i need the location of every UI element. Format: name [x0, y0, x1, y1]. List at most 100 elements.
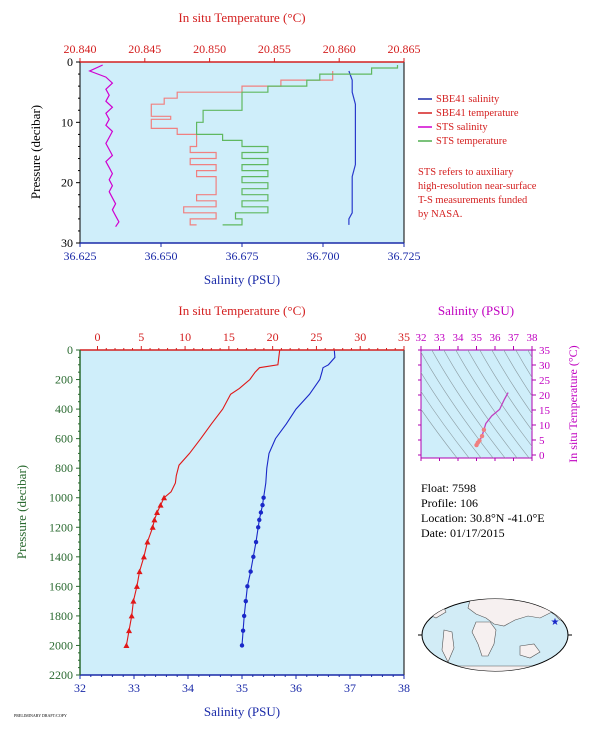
bottom-pressure-tick-label: 1400	[49, 550, 73, 564]
top-salinity-tick-label: 36.725	[388, 249, 421, 263]
ts-profile-point	[481, 427, 487, 432]
bottom-salinity-marker	[240, 628, 246, 633]
bottom-temperature-marker	[154, 509, 161, 515]
bottom-salinity-tick-label: 36	[290, 681, 302, 695]
top-series-line-sbe41-temperature	[150, 71, 334, 226]
top-temperature-tick-label: 20.855	[258, 42, 291, 56]
top-series-line-sts-salinity	[88, 64, 120, 228]
world-map: ★	[418, 598, 572, 672]
bottom-salinity-marker	[261, 495, 266, 500]
bottom-temperature-tick-label: 10	[179, 330, 191, 344]
top-temperature-axis-label: In situ Temperature (°C)	[178, 10, 305, 25]
bottom-temperature-tick-label: 35	[398, 330, 410, 344]
bottom-temperature-marker	[151, 516, 158, 523]
top-salinity-tick-label: 36.625	[64, 249, 97, 263]
bottom-panel: 0 5 10 15 20 25 30 35 32 33 34 35 36 37 38 0 200 400 600 80…	[14, 303, 410, 719]
ts-density-contours	[421, 350, 532, 458]
ts-density-contour	[491, 350, 532, 415]
ts-density-contour	[421, 351, 494, 458]
ts-temperature-tick-label: 30	[539, 360, 551, 372]
bottom-salinity-tick-label: 32	[74, 681, 86, 695]
location-text: Location: 30.8°N -41.0°E	[421, 511, 545, 525]
ts-density-contour	[455, 350, 530, 458]
bottom-temperature-tick-label: 5	[138, 330, 144, 344]
bottom-temperature-tick-label: 0	[95, 330, 101, 344]
top-pressure-tick-label: 20	[61, 176, 73, 190]
bottom-series-line-salinity	[241, 349, 336, 646]
land-africa	[471, 621, 497, 657]
bottom-pressure-tick-label: 200	[55, 373, 73, 387]
ts-salinity-tick-label: 35	[471, 332, 483, 344]
bottom-pressure-tick-label: 2200	[49, 668, 73, 682]
legend-note-line-3: T-S measurements funded	[418, 195, 528, 206]
ts-temperature-axis-label: In situ Temperature (°C)	[566, 345, 580, 462]
bottom-temperature-tick-label: 20	[267, 330, 279, 344]
legend-note-line-1: STS refers to auxiliary	[418, 167, 514, 178]
ts-temperature-tick-label: 0	[539, 450, 545, 462]
ts-salinity-axis-label: Salinity (PSU)	[438, 303, 514, 318]
ts-density-contour	[443, 350, 518, 458]
top-panel: 20.840 20.845 20.850 20.855 20.860 20.865 36.6…	[28, 10, 537, 287]
bottom-salinity-marker	[243, 598, 248, 604]
bottom-salinity-marker	[253, 539, 259, 545]
top-temperature-tick-label: 20.845	[128, 42, 161, 56]
bottom-pressure-tick-label: 600	[55, 432, 73, 446]
legend-label-sbe41-salinity: SBE41 salinity	[436, 94, 500, 105]
legend-note-line-4: by NASA.	[418, 209, 462, 220]
ts-salinity-tick-label: 36	[490, 332, 502, 344]
bottom-series-line-temperature	[125, 349, 281, 646]
ts-temperature-tick-label: 35	[539, 345, 551, 357]
land-south-america	[441, 629, 455, 663]
ts-density-contour	[431, 350, 506, 458]
bottom-temperature-marker	[144, 539, 151, 545]
bottom-temperature-marker	[157, 502, 164, 508]
ts-density-contour	[467, 350, 532, 447]
top-axes-group: 20.840 20.845 20.850 20.855 20.860 20.865 36.6…	[61, 42, 421, 263]
bottom-salinity-marker	[239, 643, 245, 648]
float-id-text: Float: 7598	[421, 481, 476, 495]
bottom-temperature-marker	[140, 553, 147, 560]
bottom-salinity-marker	[245, 584, 250, 589]
bottom-salinity-tick-label: 38	[398, 681, 410, 695]
bottom-temperature-tick-label: 25	[310, 330, 322, 344]
top-series-group	[88, 64, 399, 228]
top-pressure-tick-label: 0	[67, 55, 73, 69]
land-australia	[519, 643, 541, 659]
ts-density-contour	[515, 350, 532, 378]
bottom-salinity-axis-label: Salinity (PSU)	[204, 704, 280, 719]
ts-salinity-tick-label: 34	[453, 332, 465, 344]
top-temperature-tick-label: 20.860	[323, 42, 356, 56]
ts-salinity-tick-label: 37	[508, 332, 520, 344]
bottom-pressure-tick-label: 0	[67, 343, 73, 357]
bottom-pressure-tick-label: 1800	[49, 609, 73, 623]
bottom-salinity-tick-label: 35	[236, 681, 248, 695]
ts-salinity-tick-label: 32	[416, 332, 427, 344]
profile-text: Profile: 106	[421, 496, 478, 510]
top-pressure-axis-label: Pressure (decibar)	[28, 105, 43, 199]
float-info: Float: 7598 Profile: 106 Location: 30.8°…	[421, 481, 545, 540]
bottom-pressure-tick-label: 1600	[49, 579, 73, 593]
bottom-salinity-marker	[251, 554, 256, 560]
ts-panel: 32 33 34 35 36 37 38 0 5 10 15 20 25 30 35 Salinity (P…	[416, 303, 581, 463]
bottom-series-group	[123, 349, 336, 648]
ts-profile-point	[479, 433, 485, 439]
ts-salinity-tick-label: 33	[434, 332, 446, 344]
ts-temperature-tick-label: 15	[539, 405, 551, 417]
top-salinity-tick-label: 36.675	[226, 249, 259, 263]
ts-temperature-tick-label: 20	[539, 390, 551, 402]
top-pressure-tick-label: 30	[61, 236, 73, 250]
top-temperature-tick-label: 20.840	[64, 42, 97, 56]
ts-contour-lines	[421, 350, 532, 458]
bottom-temperature-marker	[126, 627, 133, 634]
top-salinity-axis-label: Salinity (PSU)	[204, 272, 280, 287]
bottom-temperature-tick-label: 15	[223, 330, 235, 344]
top-temperature-tick-label: 20.850	[193, 42, 226, 56]
bottom-pressure-tick-label: 1000	[49, 491, 73, 505]
bottom-salinity-tick-label: 33	[128, 681, 140, 695]
bottom-temperature-marker	[149, 524, 156, 530]
bottom-salinity-tick-label: 37	[344, 681, 356, 695]
bottom-temperature-marker	[133, 583, 140, 589]
bottom-pressure-tick-label: 800	[55, 461, 73, 475]
ts-temperature-tick-label: 10	[539, 420, 551, 432]
bottom-temperature-axis-label: In situ Temperature (°C)	[178, 303, 305, 318]
